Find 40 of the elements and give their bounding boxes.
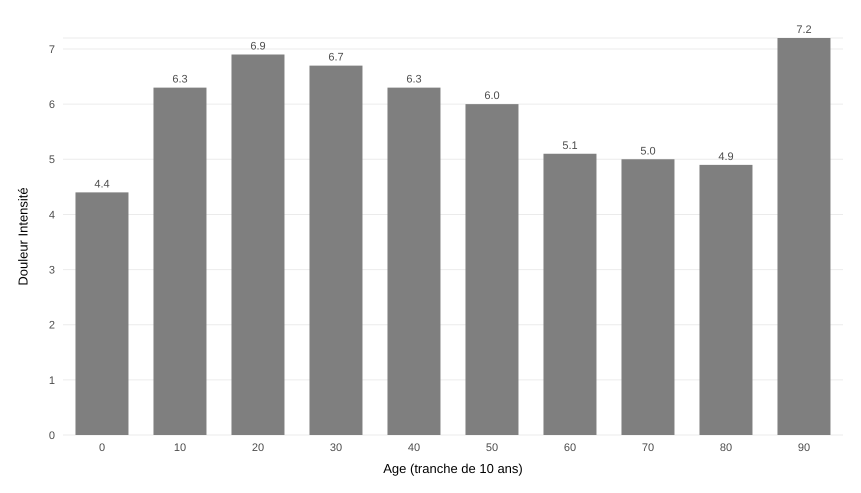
bar [543,154,596,435]
bar [309,66,362,435]
x-tick-label: 80 [720,442,732,454]
data-label: 4.4 [94,178,110,190]
x-tick-label: 60 [564,442,576,454]
y-tick-label: 4 [48,209,55,222]
y-tick-label: 3 [48,264,55,276]
data-label: 7.2 [796,24,812,36]
y-tick-label: 0 [48,430,55,442]
x-tick-label: 0 [98,442,106,454]
data-label: 5.0 [640,145,656,158]
bar [387,88,440,435]
x-tick-label: 50 [486,442,498,454]
y-axis-title: Douleur Intensité [16,187,31,286]
bar [231,54,284,435]
y-tick-label: 1 [48,374,55,387]
bar [465,104,518,435]
data-label: 6.9 [250,40,266,53]
bar [153,88,206,435]
y-tick-label: 6 [48,99,55,112]
bar [621,159,674,435]
x-axis-title: Age (tranche de 10 ans) [383,461,523,476]
x-tick-label: 30 [330,442,342,454]
data-label: 6.3 [406,74,422,86]
y-tick-label: 7 [48,44,55,56]
x-tick-label: 70 [642,442,654,454]
bar [75,192,128,435]
x-tick-label: 90 [798,442,810,454]
y-tick-label: 5 [48,154,55,166]
data-label: 6.7 [328,52,344,64]
y-tick-label: 2 [48,320,55,332]
data-label: 6.3 [172,74,188,86]
x-tick-label: 20 [252,442,264,454]
bar [699,164,752,435]
data-label: 6.0 [484,90,500,102]
data-label: 5.1 [562,140,578,152]
x-tick-label: 10 [174,442,186,454]
bar [777,38,830,435]
x-tick-label: 40 [408,442,420,454]
data-label: 4.9 [718,150,734,163]
